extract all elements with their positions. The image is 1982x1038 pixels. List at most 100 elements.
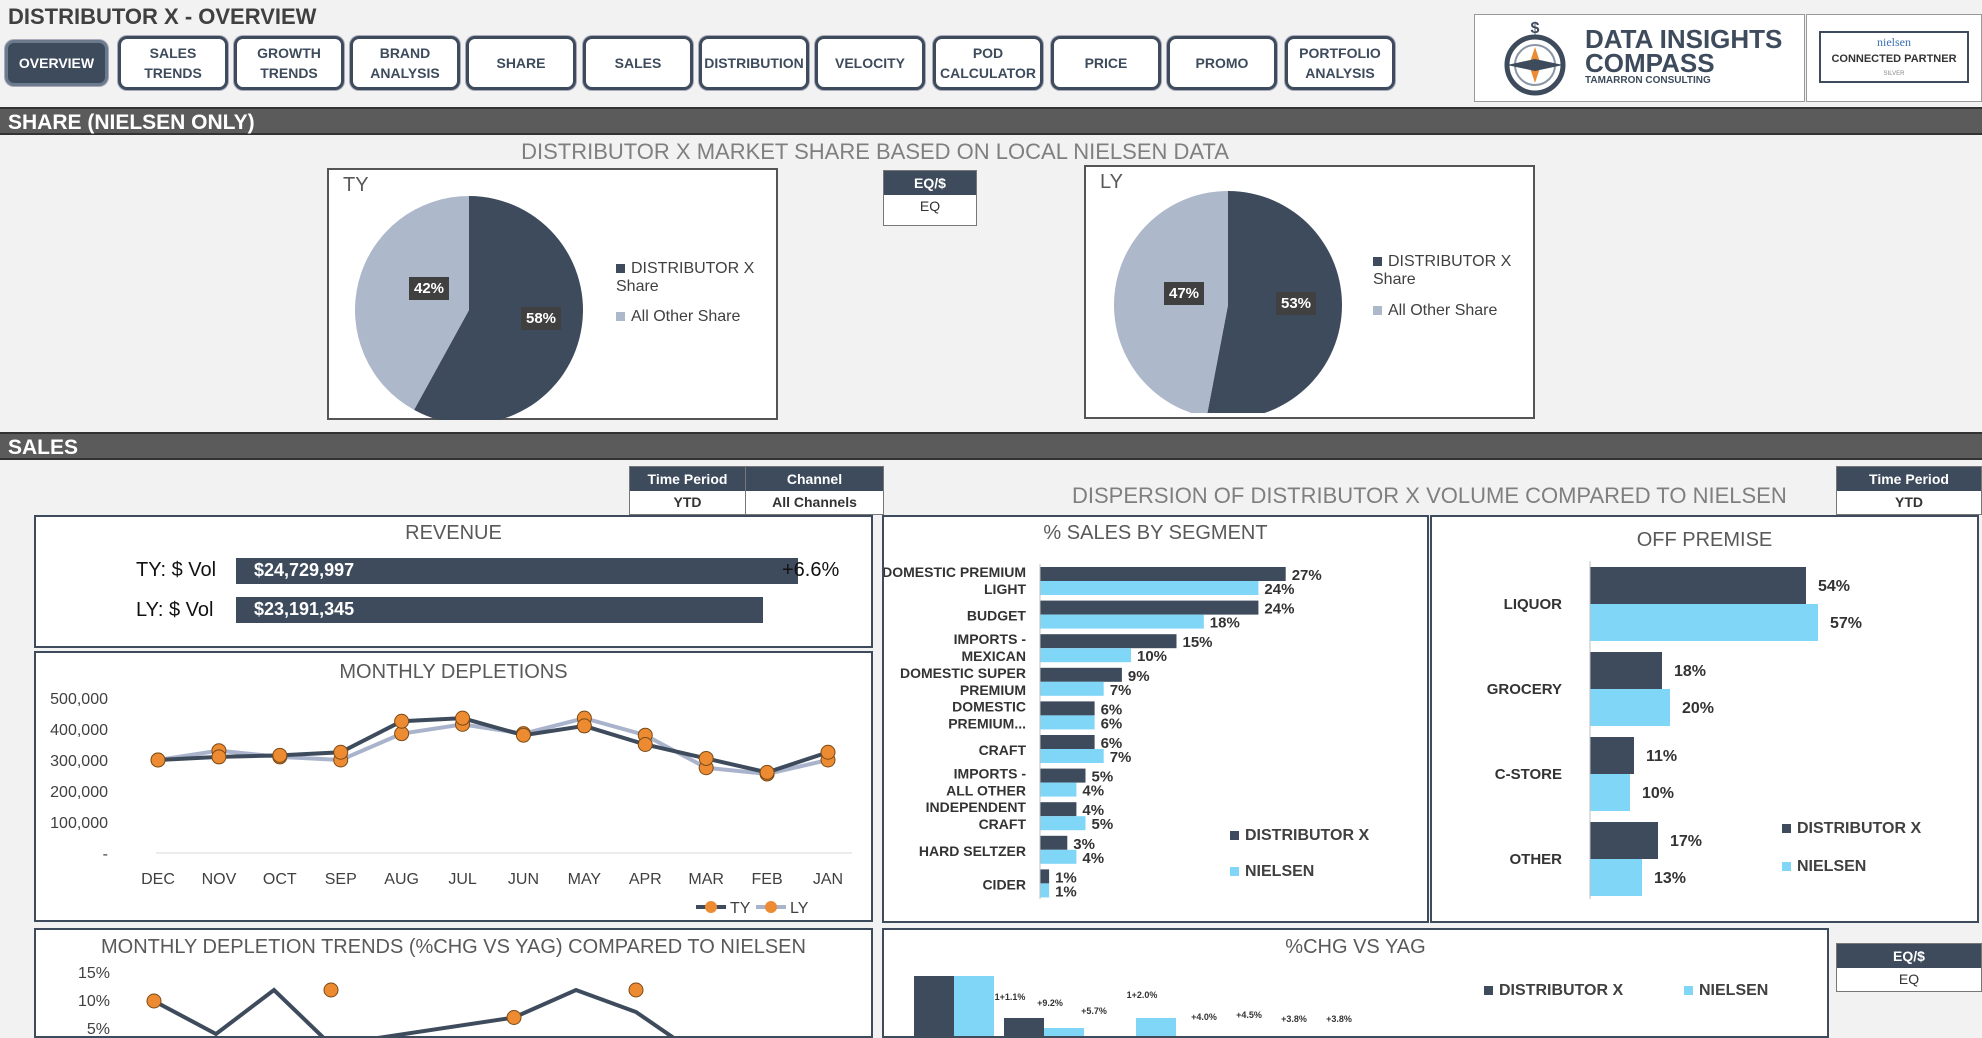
monthly-depletions-panel: MONTHLY DEPLETIONS 500,000 400,000 300,000… [34,651,873,922]
monthly-legend-label: TY [730,900,751,917]
segment-legend-distributor: DISTRIBUTOR X [1230,827,1369,845]
share-subtitle: DISTRIBUTOR X MARKET SHARE BASED ON LOCA… [521,139,1229,164]
chg-bar-label: 1+1.1% [995,992,1026,1002]
off-premise-bar-value: 18% [1674,663,1706,680]
tab-distribution[interactable]: DISTRIBUTION [699,36,809,90]
monthly-xtick-label: DEC [141,871,175,888]
monthly-series-line-ty [157,716,829,775]
monthly-xtick-label: SEP [325,871,357,888]
segment-bar-distributor [1040,869,1050,884]
trend-series-line [153,987,675,1036]
off-premise-chart: LIQUOR 54% 57% GROCERY 18% 20% C-STORE 11% 10% OT… [1487,561,1862,899]
chg-bar [914,976,954,1036]
ty-legend-other: All Other Share [616,308,740,326]
off-premise-bar-value: 17% [1670,833,1702,850]
revenue-ty-bar [236,558,798,584]
bottom-eq-header: EQ/$ [1837,944,1981,968]
off-premise-bar-distributor [1590,822,1658,859]
segment-bar-distributor [1040,634,1177,649]
ty-legend-distributor-text: DISTRIBUTOR X Share [616,260,755,295]
depletion-trend-title: MONTHLY DEPLETION TRENDS (%CHG VS YAG) C… [101,936,806,958]
segment-bar-distributor [1040,567,1286,581]
logo-line2: COMPASS [1585,48,1715,78]
revenue-ty-value: $24,729,997 [254,560,355,580]
trend-ytick-label: 5% [87,1021,110,1036]
off-premise-bar-nielsen [1590,604,1818,641]
bottom-eq-selector[interactable]: EQ/$ EQ [1836,943,1982,992]
depletion-trend-panel: MONTHLY DEPLETION TRENDS (%CHG VS YAG) C… [34,928,873,1038]
right-time-period-value[interactable]: YTD [1895,494,1923,510]
tab-share[interactable]: SHARE [466,36,576,90]
ty-other-pct-label: 42% [409,277,450,300]
monthly-depletions-chart: 500,000 400,000 300,000 200,000 100,000 - DEC N… [50,691,852,917]
off-premise-legend-nielsen: NIELSEN [1782,858,1866,876]
right-time-period-header: Time Period [1837,467,1981,491]
segment-bar-value: 6% [1101,701,1123,718]
off-premise-bar-distributor [1590,652,1662,689]
monthly-point-ty [333,744,349,760]
tab-sales-trends[interactable]: SALES TRENDS [118,36,228,90]
segment-title: % SALES BY SEGMENT [1043,522,1268,544]
channel-selector[interactable]: Channel All Channels [745,466,884,515]
ty-legend-distributor: DISTRIBUTOR X Share [616,260,766,296]
segment-bar-value: 24% [1264,581,1294,598]
chg-bar-label: 1+2.0% [1127,990,1158,1000]
off-premise-bar-distributor [1590,567,1806,604]
segment-legend-distributor-text: DISTRIBUTOR X [1245,827,1370,844]
ly-other-pct-label: 47% [1164,282,1205,305]
monthly-xtick-label: OCT [263,871,297,888]
off-premise-legend-distributor: DISTRIBUTOR X [1782,820,1921,838]
tab-brand-analysis[interactable]: BRAND ANALYSIS [350,36,460,90]
monthly-ytick-label: - [103,846,108,863]
sales-section-header: SALES [0,432,1982,460]
off-premise-bar-distributor [1590,737,1634,774]
segment-bar-value: 1% [1055,869,1077,886]
monthly-point-ty [820,744,836,760]
revenue-ty-label: TY: $ Vol [136,559,217,581]
tab-sales[interactable]: SALES [583,36,693,90]
chg-legend-distributor-text: DISTRIBUTOR X [1499,982,1624,999]
share-section-header: SHARE (NIELSEN ONLY) [0,107,1982,135]
off-premise-legend-nielsen-text: NIELSEN [1797,858,1867,875]
tab-velocity[interactable]: VELOCITY [815,36,925,90]
ly-legend-distributor: DISTRIBUTOR X Share [1373,253,1523,289]
segment-bar-value: 7% [1110,749,1132,766]
chg-vs-yag-panel: %CHG VS YAG 1+1.1% +9.2% +5.7% 1+2.0% +4.0% +… [882,928,1829,1038]
ty-pie-slice-other [355,196,469,410]
time-period-value[interactable]: YTD [673,494,702,510]
tab-growth-trends[interactable]: GROWTH TRENDS [234,36,344,90]
trend-ytick-label: 15% [78,965,110,982]
ly-legend-other-text: All Other Share [1388,302,1498,319]
chg-legend-nielsen-text: NIELSEN [1699,982,1769,999]
segment-bar-value: 15% [1183,634,1213,651]
tab-pod-calculator[interactable]: POD CALCULATOR [933,36,1043,90]
segment-bar-nielsen [1040,581,1259,595]
monthly-depletions-title: MONTHLY DEPLETIONS [339,661,568,683]
eq-selector-value[interactable]: EQ [919,198,941,214]
ty-label: TY [343,174,369,196]
off-premise-legend-distributor-text: DISTRIBUTOR X [1797,820,1922,837]
monthly-xtick-label: JUN [508,871,539,888]
segment-category-label: ALL OTHER [946,783,1026,799]
nielsen-brand: nielsen [1877,35,1911,49]
segment-bar-value: 7% [1110,682,1132,699]
segment-bar-value: 5% [1092,769,1114,786]
monthly-point-ty [394,713,410,729]
channel-value[interactable]: All Channels [772,494,857,510]
segment-bar-nielsen [1040,681,1104,696]
monthly-xtick-label: FEB [752,871,783,888]
segment-category-label: CRAFT [979,816,1027,832]
right-time-period-selector[interactable]: Time Period YTD [1836,466,1982,515]
tab-portfolio-analysis[interactable]: PORTFOLIO ANALYSIS [1285,36,1395,90]
time-period-selector[interactable]: Time Period YTD [629,466,746,515]
tab-promo[interactable]: PROMO [1167,36,1277,90]
tab-overview[interactable]: OVERVIEW [5,40,108,86]
tab-price[interactable]: PRICE [1051,36,1161,90]
ly-pie-slice-distributor [1207,191,1342,413]
eq-selector-header: EQ/$ [884,171,976,195]
bottom-eq-value[interactable]: EQ [1898,971,1920,987]
chg-bar-label: +3.8% [1326,1014,1352,1024]
share-eq-selector[interactable]: EQ/$ EQ [883,170,977,226]
chg-vs-yag-title: %CHG VS YAG [1285,936,1426,958]
segment-bar-nielsen [1040,715,1095,730]
